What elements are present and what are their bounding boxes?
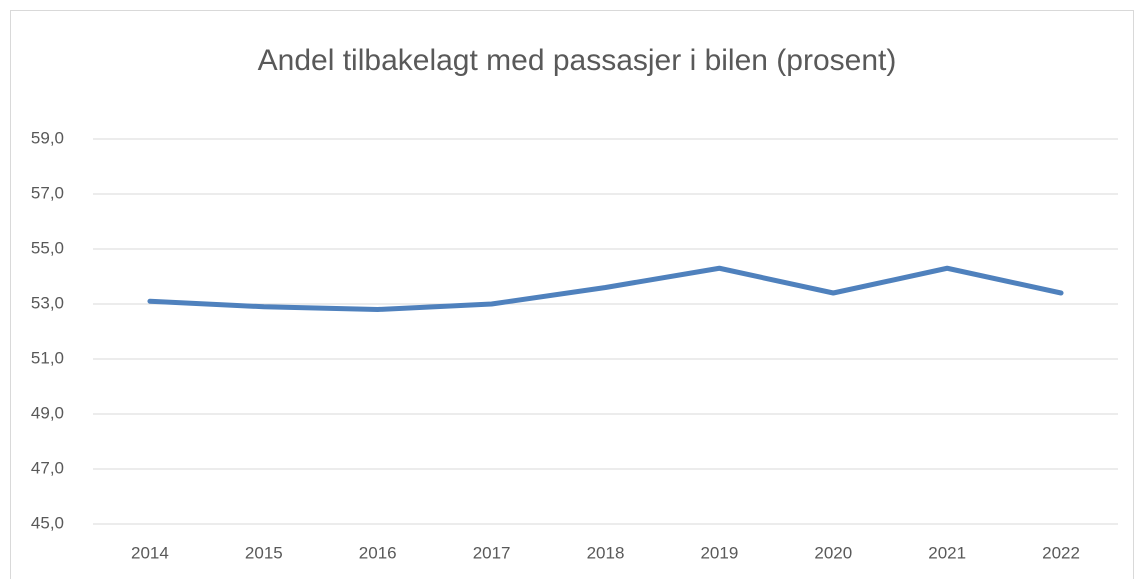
chart-border <box>10 10 1134 584</box>
y-tick-label: 47,0 <box>31 458 64 477</box>
x-tick-label: 2017 <box>473 543 511 562</box>
x-tick-label: 2019 <box>700 543 738 562</box>
x-tick-label: 2014 <box>131 543 169 562</box>
x-tick-label: 2015 <box>245 543 283 562</box>
y-tick-label: 49,0 <box>31 403 64 422</box>
data-line <box>147 265 1064 312</box>
x-tick-label: 2018 <box>587 543 625 562</box>
y-tick-label: 53,0 <box>31 293 64 312</box>
y-tick-label: 55,0 <box>31 238 64 257</box>
y-tick-label: 51,0 <box>31 348 64 367</box>
x-tick-label: 2022 <box>1042 543 1080 562</box>
chart-title: Andel tilbakelagt med passasjer i bilen … <box>258 44 897 77</box>
x-tick-label: 2016 <box>359 543 397 562</box>
y-tick-label: 59,0 <box>31 128 64 147</box>
x-tick-label: 2021 <box>928 543 966 562</box>
y-tick-label: 57,0 <box>31 183 64 202</box>
x-tick-label: 2020 <box>814 543 852 562</box>
y-tick-label: 45,0 <box>31 513 64 532</box>
